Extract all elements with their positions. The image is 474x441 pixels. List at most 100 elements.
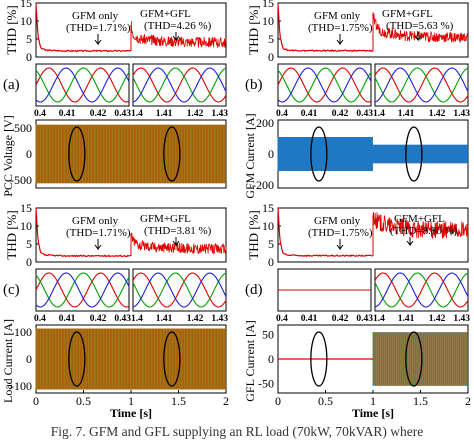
zoom-xtick-label: 1.41 (398, 314, 415, 324)
zoom-xtick-label: 0.43 (356, 314, 373, 324)
thd-ytick-label: 5 (26, 32, 32, 46)
zoom-xtick-label: 0.4 (276, 109, 288, 119)
gfm-gfl-label: GFM+GFL (140, 8, 191, 20)
gfm-gfl-arrow (406, 237, 414, 247)
main-ytick-label: 0 (26, 147, 32, 161)
main-xlabel: Time [s] (110, 406, 152, 420)
zoom-ellipse-marker (405, 331, 423, 387)
zoom-phase-trace (132, 67, 227, 103)
main-xlabel: Time [s] (352, 406, 394, 420)
zoom-ellipse-marker (163, 126, 181, 182)
thd-ylabel: THD [%] (246, 210, 261, 259)
thd-ytick-label: 15 (20, 0, 32, 10)
main-xtick-label: 1.5 (413, 394, 428, 408)
thd-trace-line (35, 3, 132, 53)
main-ytick-label: 0 (268, 352, 274, 366)
main-xtick-label: 0 (33, 394, 39, 408)
zoom-xtick-label: 0.42 (332, 109, 349, 119)
zoom-xtick-label: 1.43 (453, 109, 470, 119)
gfm-gfl-arrow (172, 237, 180, 247)
zoom-ellipse-marker (310, 126, 328, 182)
thd-ytick-label: 15 (20, 201, 32, 215)
main-xtick-label: 1 (370, 394, 376, 408)
zoom-phase-trace (35, 272, 130, 308)
gfm-only-thd-label: (THD=1.71%) (66, 22, 131, 34)
thd-ytick-label: 0 (268, 255, 274, 269)
zoom-ellipse-marker (68, 331, 86, 387)
zoom-xtick-label: 0.41 (301, 109, 318, 119)
thd-ytick-label: 0 (26, 255, 32, 269)
thd-ytick-label: 0 (26, 50, 32, 64)
gfm-gfl-label: GFM+GFL (382, 8, 433, 20)
gfm-gfl-thd-label: (THD=3.81 %) (144, 225, 212, 237)
zoom-phase-trace (374, 272, 469, 308)
panel-letter: (b) (245, 77, 263, 93)
main-xtick-label: 0.5 (76, 394, 91, 408)
zoom-phase-trace (35, 67, 130, 103)
main-ytick-label: 100 (14, 325, 32, 339)
main-ytick-label: -100 (10, 379, 32, 393)
gfm-only-thd-label: (THD=1.71%) (66, 227, 131, 239)
zoom-phase-trace (374, 272, 469, 308)
zoom-xtick-label: 1.43 (211, 314, 228, 324)
gfm-gfl-thd-label: (THD=8.86 %) (390, 225, 458, 237)
main-ytick-label: -200 (252, 178, 274, 192)
thd-trace-line (277, 208, 374, 258)
thd-ytick-label: 5 (26, 237, 32, 251)
zoom-xtick-label: 0.42 (90, 314, 107, 324)
gfm-gfl-thd-label: (THD=5.63 %) (386, 20, 454, 32)
main-ytick-label: 500 (14, 121, 32, 135)
zoom-xtick-label: 1.42 (187, 314, 204, 324)
zoom-xtick-label: 1.43 (211, 109, 228, 119)
gfm-gfl-arrow (414, 32, 422, 42)
zoom-xtick-label: 0.43 (356, 109, 373, 119)
zoom-xtick-label: 0.42 (90, 109, 107, 119)
thd-ytick-label: 0 (268, 50, 274, 64)
thd-trace-line (372, 212, 469, 240)
zoom-phase-trace (132, 272, 227, 308)
zoom-xtick-label: 0.41 (301, 314, 318, 324)
zoom-xtick-label: 0.42 (332, 314, 349, 324)
thd-ytick-label: 10 (20, 219, 32, 233)
main-ytick-label: -50 (258, 376, 274, 390)
main-ytick-label: 0 (268, 147, 274, 161)
zoom-xtick-label: 1.4 (373, 314, 385, 324)
zoom-xtick-label: 1.42 (429, 109, 446, 119)
gfm-only-label: GFM only (314, 10, 361, 22)
thd-ytick-label: 10 (262, 14, 274, 28)
zoom-ellipse-marker (310, 331, 328, 387)
thd-ylabel: THD [%] (4, 210, 19, 259)
zoom-phase-trace (132, 272, 227, 308)
panel-letter: (a) (3, 77, 20, 93)
zoom-xtick-label: 0.43 (114, 314, 131, 324)
zoom-left-subplot: 0.4 0.41 0.42 0.43 (34, 63, 131, 119)
zoom-phase-trace (374, 272, 469, 308)
zoom-axes-box (35, 63, 130, 107)
figure-caption: Fig. 7. GFM and GFL supplying an RL load… (50, 424, 424, 439)
gfm-only-thd-label: (THD=1.75%) (308, 227, 373, 239)
main-ylabel: Load Current [A] (1, 319, 15, 403)
zoom-xtick-label: 1.42 (187, 109, 204, 119)
zoom-phase-trace (132, 272, 227, 308)
thd-trace-line (277, 3, 374, 53)
zoom-ellipse-marker (405, 126, 423, 182)
zoom-xtick-label: 0.4 (34, 314, 46, 324)
zoom-right-subplot: 1.4 1.41 1.42 1.43 (373, 63, 470, 119)
gfm-gfl-label: GFM+GFL (140, 213, 191, 225)
zoom-right-subplot: 1.4 1.41 1.42 1.43 (131, 268, 228, 324)
zoom-xtick-label: 0.4 (276, 314, 288, 324)
main-xtick-label: 0 (275, 394, 281, 408)
zoom-xtick-label: 1.4 (131, 314, 143, 324)
zoom-xtick-label: 0.43 (114, 109, 131, 119)
zoom-xtick-label: 1.4 (131, 109, 143, 119)
zoom-right-subplot: 1.4 1.41 1.42 1.43 (131, 63, 228, 119)
zoom-axes-box (35, 268, 130, 312)
main-ytick-label: 50 (262, 328, 274, 342)
gfm-only-thd-label: (THD=1.75%) (308, 22, 373, 34)
